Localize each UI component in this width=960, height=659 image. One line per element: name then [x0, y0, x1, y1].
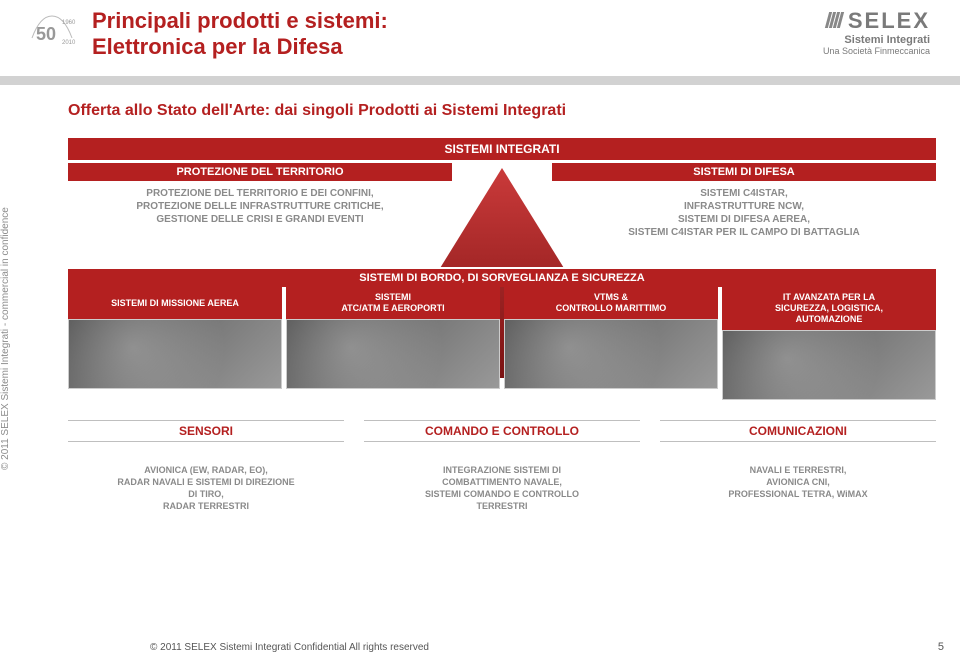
side-copyright: © 2011 SELEX Sistemi Integrati - commerc… — [0, 207, 11, 470]
territory-banner: PROTEZIONE DEL TERRITORIO — [68, 163, 452, 181]
svg-text:50: 50 — [36, 24, 56, 44]
page-title: Principali prodotti e sistemi: Elettroni… — [92, 8, 388, 60]
level1-banner: SISTEMI INTEGRATI — [68, 138, 936, 160]
title-line1: Principali prodotti e sistemi: — [92, 8, 388, 33]
cat-command: COMANDO E CONTROLLO — [364, 420, 640, 442]
cat-command-desc: INTEGRAZIONE SISTEMI DI COMBATTIMENTO NA… — [364, 464, 640, 512]
photo-atc-atm — [286, 319, 500, 389]
brand-sub1: Sistemi Integrati — [823, 34, 930, 46]
selex-stripes-icon — [826, 12, 842, 33]
svg-text:2010: 2010 — [62, 40, 76, 46]
brand-name: SELEX — [848, 8, 930, 33]
page-number: 5 — [938, 641, 944, 653]
surv-cell-1: SISTEMI ATC/ATM E AEROPORTI — [286, 287, 500, 319]
photo-aerial-mission — [68, 319, 282, 389]
photo-maritime — [504, 319, 718, 389]
defence-banner: SISTEMI DI DIFESA — [552, 163, 936, 181]
cat-comms-desc: NAVALI E TERRESTRI, AVIONICA CNI, PROFES… — [660, 464, 936, 500]
cat-sensors: SENSORI — [68, 420, 344, 442]
defence-desc: SISTEMI C4ISTAR, INFRASTRUTTURE NCW, SIS… — [552, 187, 936, 239]
tagline: Offerta allo Stato dell'Arte: dai singol… — [68, 102, 936, 120]
surveillance-banner: SISTEMI DI BORDO, DI SORVEGLIANZA E SICU… — [68, 269, 936, 287]
cat-sensors-desc: AVIONICA (EW, RADAR, EO), RADAR NAVALI E… — [68, 464, 344, 512]
photo-it-security — [722, 330, 936, 400]
brand-sub2: Una Società Finmeccanica — [823, 46, 930, 56]
header-divider-bar — [0, 76, 960, 85]
svg-text:1960: 1960 — [62, 20, 76, 26]
title-line2: Elettronica per la Difesa — [92, 34, 343, 59]
selex-logo: SELEX Sistemi Integrati Una Società Finm… — [823, 8, 930, 56]
cat-comms: COMUNICAZIONI — [660, 420, 936, 442]
territory-desc: PROTEZIONE DEL TERRITORIO E DEI CONFINI,… — [68, 187, 452, 226]
surv-cell-2: VTMS & CONTROLLO MARITTIMO — [504, 287, 718, 319]
footer-copyright: © 2011 SELEX Sistemi Integrati Confident… — [150, 642, 429, 653]
anniversary-50-logo: 50 1960 2010 — [28, 10, 76, 55]
surv-cell-0: SISTEMI DI MISSIONE AEREA — [68, 287, 282, 319]
surv-cell-3: IT AVANZATA PER LA SICUREZZA, LOGISTICA,… — [722, 287, 936, 330]
